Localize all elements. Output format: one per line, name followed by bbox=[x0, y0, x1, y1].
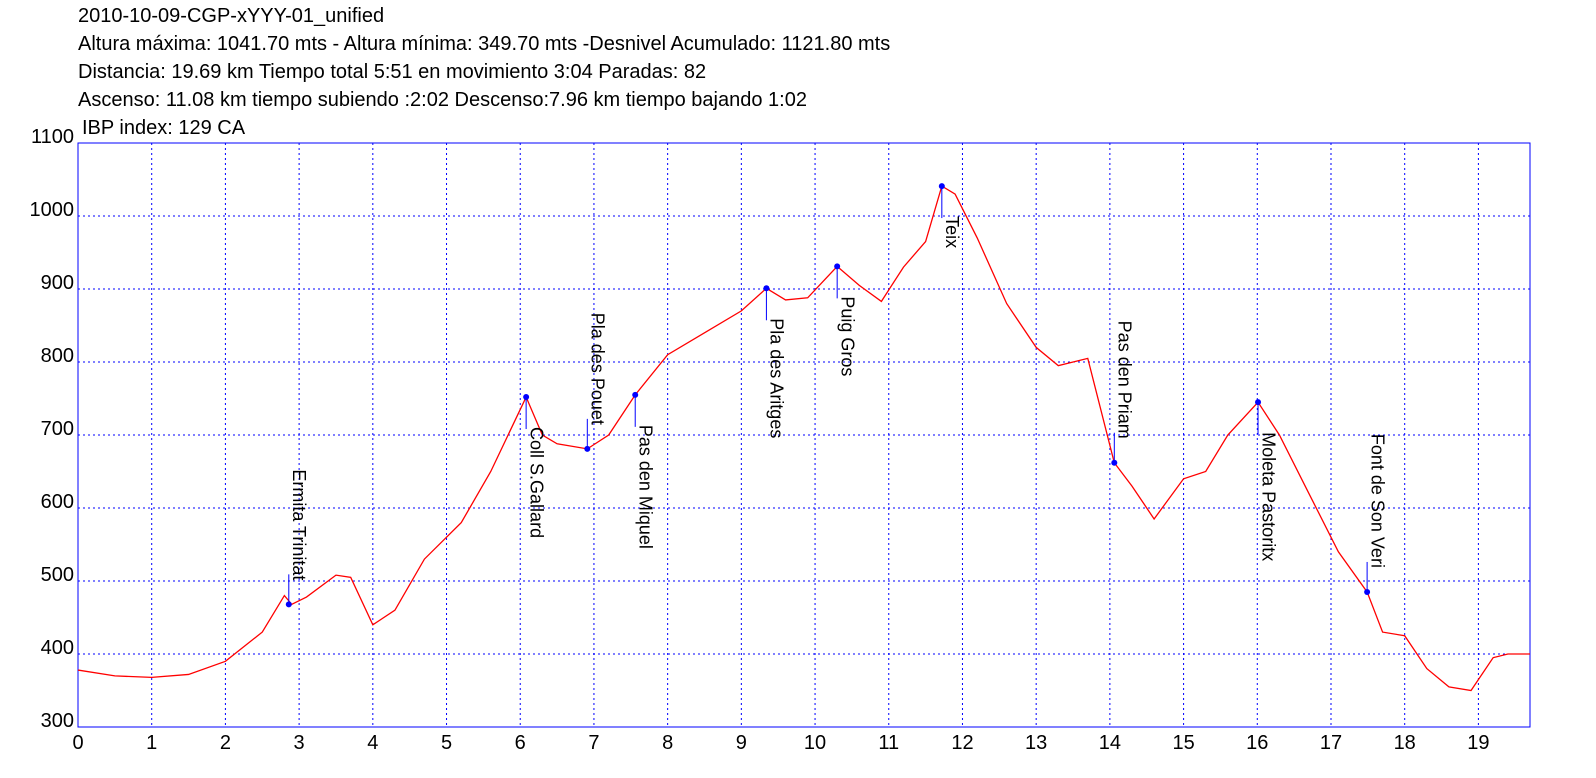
x-tick-label: 12 bbox=[951, 732, 973, 754]
waypoint-marker bbox=[285, 601, 292, 608]
y-tick-label: 900 bbox=[41, 272, 74, 294]
x-tick-label: 18 bbox=[1394, 732, 1416, 754]
waypoint-marker bbox=[523, 394, 530, 401]
subtitle: IBP index: 129 CA bbox=[82, 117, 246, 139]
x-tick-label: 13 bbox=[1025, 732, 1047, 754]
x-tick-label: 6 bbox=[515, 732, 526, 754]
waypoint-label: Pla des Pouet bbox=[588, 313, 608, 425]
waypoint-label: Font de Son Veri bbox=[1367, 434, 1387, 568]
waypoint-marker bbox=[938, 183, 945, 190]
waypoint-marker bbox=[834, 263, 841, 270]
elevation-line bbox=[77, 185, 1530, 692]
waypoint-marker bbox=[763, 285, 770, 292]
x-tick-label: 2 bbox=[220, 732, 231, 754]
waypoint-label: Coll S.Gallard bbox=[526, 427, 546, 538]
x-tick-label: 4 bbox=[367, 732, 378, 754]
x-tick-label: 15 bbox=[1172, 732, 1194, 754]
x-tick-label: 19 bbox=[1467, 732, 1489, 754]
waypoint-label: Puig Gros bbox=[837, 296, 857, 376]
waypoint-marker bbox=[632, 391, 639, 398]
waypoint-marker bbox=[1364, 588, 1371, 595]
subtitle: Altura máxima: 1041.70 mts - Altura míni… bbox=[78, 33, 890, 55]
waypoint-label: Pas den Priam bbox=[1115, 321, 1135, 439]
y-tick-label: 700 bbox=[41, 418, 74, 440]
y-tick-label: 300 bbox=[41, 710, 74, 732]
x-tick-label: 16 bbox=[1246, 732, 1268, 754]
y-tick-label: 500 bbox=[41, 564, 74, 586]
x-tick-label: 14 bbox=[1099, 732, 1121, 754]
plot-frame bbox=[77, 142, 1531, 728]
x-tick-label: 17 bbox=[1320, 732, 1342, 754]
subtitle: Distancia: 19.69 km Tiempo total 5:51 en… bbox=[78, 61, 706, 83]
waypoint-label: Pla des Aritges bbox=[767, 318, 787, 438]
waypoint-marker bbox=[584, 445, 591, 452]
waypoint-label: Teix bbox=[942, 216, 962, 248]
waypoint-label: Ermita Trinitat bbox=[289, 469, 309, 580]
y-tick-label: 800 bbox=[41, 345, 74, 367]
y-tick-label: 1000 bbox=[30, 199, 75, 221]
waypoint-label: Pas den Miquel bbox=[635, 425, 655, 549]
waypoint-marker bbox=[1255, 399, 1262, 406]
y-tick-label: 600 bbox=[41, 491, 74, 513]
x-tick-label: 3 bbox=[294, 732, 305, 754]
y-tick-label: 400 bbox=[41, 637, 74, 659]
x-tick-label: 5 bbox=[441, 732, 452, 754]
waypoint-label: Moleta Pastoritx bbox=[1258, 432, 1278, 561]
subtitle: Ascenso: 11.08 km tiempo subiendo :2:02 … bbox=[78, 89, 807, 111]
x-tick-label: 1 bbox=[146, 732, 157, 754]
chart-title: 2010-10-09-CGP-xYYY-01_unified bbox=[78, 5, 384, 27]
x-tick-label: 7 bbox=[588, 732, 599, 754]
x-tick-label: 11 bbox=[878, 732, 899, 754]
y-tick-label: 1100 bbox=[31, 126, 74, 148]
x-tick-label: 10 bbox=[804, 732, 826, 754]
x-tick-label: 8 bbox=[662, 732, 673, 754]
x-tick-label: 0 bbox=[72, 732, 83, 754]
x-tick-label: 9 bbox=[736, 732, 747, 754]
waypoint-marker bbox=[1111, 459, 1118, 466]
